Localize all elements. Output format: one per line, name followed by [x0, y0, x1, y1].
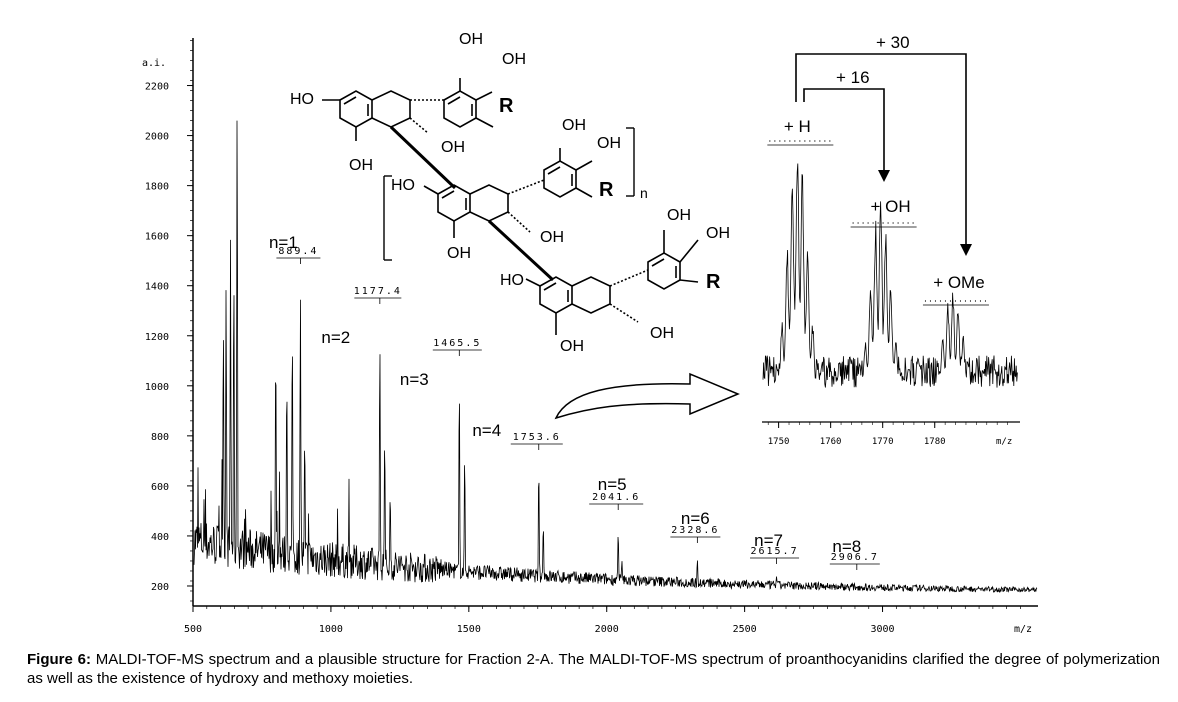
y-tick-label: 1000	[145, 382, 169, 393]
structure-label-ho: HO	[500, 272, 524, 289]
inset-spectrum-trace	[762, 163, 1018, 388]
structure-label-oh: OH	[459, 31, 483, 48]
structure-label-ho: HO	[290, 91, 314, 108]
x-tick-label: 2500	[733, 624, 757, 635]
y-tick-label: 1600	[145, 232, 169, 243]
peak-annotation: 2615.7n=7	[750, 531, 800, 564]
peak-n-label: n=8	[832, 537, 861, 556]
structure-label-oh: OH	[650, 325, 674, 342]
structure-label-oh: OH	[441, 139, 465, 156]
main-spectrum: a.i. m/z 200 400 600 800 1000 1200 1400 1600 180…	[142, 38, 1038, 635]
x-tick-label: 500	[184, 624, 202, 635]
x-tick-label: 1000	[319, 624, 343, 635]
structure-label-n: n	[640, 185, 648, 201]
x-tick-label: 1500	[457, 624, 481, 635]
curved-arrow	[554, 372, 740, 420]
inset-axis-ticks: 1750 1760 1770 1780	[768, 422, 1008, 447]
y-tick-label: 2000	[145, 132, 169, 143]
structure-label-oh: OH	[560, 338, 584, 355]
inset-x-tick-label: 1760	[820, 437, 842, 447]
mass-shift-label-plus-16: + 16	[836, 68, 870, 87]
main-axis-ticks: 200 400 600 800 1000 1200 1400 1600 1800 2000 2200…	[145, 40, 1021, 635]
y-tick-label: 800	[151, 432, 169, 443]
peak-n-label: n=5	[598, 475, 627, 494]
proanthocyanidin-structure	[322, 78, 699, 335]
peak-annotation: 1753.6 n=4	[472, 421, 563, 450]
peak-n-label: n=4	[472, 421, 501, 440]
inset-x-tick-label: 1750	[768, 437, 790, 447]
peak-n-label: n=1	[269, 233, 298, 252]
peak-annotation: 2906.7n=8	[829, 537, 880, 570]
peak-annotation: 889.4n=1	[269, 233, 321, 264]
structure-label-oh: OH	[562, 117, 586, 134]
inset-spectrum: 1750 1760 1770 1780 m/z + H + OH + OMe + 30 +…	[762, 33, 1020, 447]
x-tick-label: 3000	[870, 624, 894, 635]
structure-label-oh: OH	[540, 229, 564, 246]
x-tick-label: 2000	[595, 624, 619, 635]
structure-label-oh: OH	[667, 207, 691, 224]
inset-peak-labels: + H + OH + OMe	[767, 117, 989, 306]
mass-shift-brackets	[795, 53, 972, 256]
arrowhead-plus-30	[960, 244, 972, 256]
inset-peak-label: + OH	[871, 197, 911, 216]
structure-label-oh: OH	[706, 225, 730, 242]
bracket-plus-16	[803, 88, 885, 172]
y-tick-label: 1200	[145, 332, 169, 343]
bracket-plus-30	[795, 53, 967, 246]
figure-caption: Figure 6: MALDI-TOF-MS spectrum and a pl…	[27, 650, 1160, 688]
inset-x-axis-label: m/z	[996, 437, 1012, 447]
peak-mz-label: 2328.6	[671, 525, 719, 536]
caption-label: Figure 6:	[27, 651, 91, 668]
peak-annotation: 1465.5 n=3	[400, 338, 482, 389]
structure-unit-middle	[383, 127, 635, 282]
inset-peak-annotation: + OH	[850, 197, 917, 228]
peak-n-label: n=3	[400, 370, 429, 389]
structure-label-r: R	[706, 271, 721, 293]
inset-peak-annotation: + OMe	[922, 273, 989, 306]
peak-annotation: 1177.4 n=2	[321, 286, 402, 347]
inset-x-tick-label: 1780	[924, 437, 946, 447]
structure-label-oh: OH	[447, 245, 471, 262]
main-peak-labels: 889.4n=1 1177.4 n=2 1465.5 n=3 1753.6 n=4 2041.…	[269, 233, 880, 570]
arrowhead-plus-16	[878, 170, 890, 182]
y-tick-label: 2200	[145, 82, 169, 93]
structure-label-oh: OH	[597, 135, 621, 152]
x-axis-label: m/z	[1014, 624, 1032, 635]
structure-label-r: R	[499, 95, 514, 117]
inset-peak-label: + H	[784, 117, 811, 136]
y-tick-label: 200	[151, 582, 169, 593]
peak-mz-label: 2615.7	[750, 546, 798, 557]
peak-annotation: 2328.6n=6	[670, 509, 721, 543]
peak-n-label: n=7	[754, 531, 783, 550]
structure-unit-top	[322, 78, 494, 190]
structure-labels: OH OH HO R OH OH OH OH R n HO OH OH OH O…	[290, 31, 730, 355]
structure-unit-bottom	[525, 230, 699, 335]
inset-peak-annotation: + H	[767, 117, 834, 146]
main-spectrum-trace	[193, 120, 1038, 593]
peak-mz-label: 1177.4	[354, 286, 402, 297]
peak-mz-label: 2906.7	[831, 552, 879, 563]
y-tick-label: 600	[151, 482, 169, 493]
peak-mz-label: 1753.6	[513, 432, 561, 443]
peak-annotation: 2041.6n=5	[589, 475, 644, 510]
peak-n-label: n=6	[681, 509, 710, 528]
mass-shift-label-plus-30: + 30	[876, 33, 910, 52]
peak-mz-label: 1465.5	[433, 338, 481, 349]
inset-peak-label: + OMe	[933, 273, 985, 292]
peak-mz-label: 2041.6	[592, 492, 640, 503]
structure-label-ho: HO	[391, 177, 415, 194]
structure-label-oh: OH	[349, 157, 373, 174]
y-tick-label: 400	[151, 532, 169, 543]
structure-label-r: R	[599, 179, 614, 201]
y-axis-label: a.i.	[142, 58, 166, 69]
structure-label-oh: OH	[502, 51, 526, 68]
y-tick-label: 1800	[145, 182, 169, 193]
peak-n-label: n=2	[321, 328, 350, 347]
peak-mz-label: 889.4	[278, 246, 318, 257]
caption-text: MALDI-TOF-MS spectrum and a plausible st…	[27, 651, 1160, 687]
y-tick-label: 1400	[145, 282, 169, 293]
inset-x-tick-label: 1770	[872, 437, 894, 447]
